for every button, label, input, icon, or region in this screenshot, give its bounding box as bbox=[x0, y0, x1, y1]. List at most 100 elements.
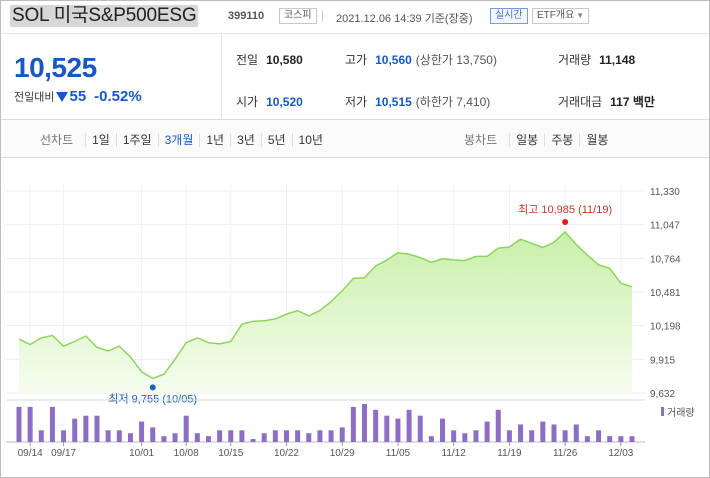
volume-bar bbox=[283, 430, 289, 442]
volume-bar bbox=[562, 430, 568, 442]
volume-bar bbox=[139, 421, 145, 442]
x-tick-label: 11/26 bbox=[553, 448, 578, 459]
volume-bar bbox=[306, 433, 312, 442]
stat-value: 117 백만 bbox=[610, 95, 655, 109]
x-tick-label: 10/29 bbox=[330, 448, 355, 459]
volume-bar bbox=[384, 415, 390, 442]
volume-bar bbox=[105, 430, 111, 442]
volume-bar bbox=[373, 409, 379, 442]
stat-label: 시가 bbox=[236, 95, 259, 109]
volume-bar bbox=[573, 424, 579, 442]
volume-bar bbox=[540, 421, 546, 442]
volume-bar bbox=[406, 409, 412, 442]
volume-bar bbox=[339, 427, 345, 442]
volume-bar bbox=[484, 421, 490, 442]
change-row: 전일대비 55 -0.52% bbox=[14, 88, 142, 105]
quote-summary: 10,525 전일대비 55 -0.52% 전일 10,580 고가 10,560 (상한… bbox=[0, 34, 710, 120]
candle-chart-tabs: 봉차트 일봉 주봉 월봉 bbox=[464, 131, 615, 148]
tab-10y[interactable]: 10년 bbox=[291, 133, 329, 147]
y-tick-label: 10,198 bbox=[650, 322, 681, 333]
realtime-badge[interactable]: 실시간 bbox=[490, 8, 528, 24]
price-chart[interactable]: 11,330 11,047 10,764 10,481 10,198 9,915 9,632… bbox=[0, 158, 710, 478]
volume-bar bbox=[272, 430, 278, 442]
volume-bar bbox=[172, 433, 178, 442]
min-annotation: 최저 9,755 (10/05) bbox=[108, 392, 197, 405]
max-annotation: 최고 10,985 (11/19) bbox=[518, 203, 612, 216]
etf-overview-label: ETF개요 bbox=[537, 10, 575, 21]
stat-low: 저가 10,515 (하한가 7,410) bbox=[345, 93, 490, 110]
dropdown-caret-icon: ▼ bbox=[576, 11, 585, 20]
volume-bar bbox=[462, 433, 468, 442]
change-amount: 55 bbox=[69, 88, 87, 105]
tab-3y[interactable]: 3년 bbox=[230, 133, 261, 147]
header: SOL 미국S&P500ESG 399110 코스피 2021.12.06 14… bbox=[0, 0, 710, 34]
stat-value: 10,560 bbox=[375, 53, 412, 67]
timestamp: 2021.12.06 14:39 기준(장중) bbox=[336, 13, 473, 25]
volume-bar bbox=[261, 433, 267, 442]
volume-bar bbox=[428, 436, 434, 442]
volume-bar bbox=[317, 430, 323, 442]
volume-bar bbox=[451, 430, 457, 442]
y-tick-label: 10,764 bbox=[650, 254, 681, 265]
y-tick-label: 9,632 bbox=[650, 389, 675, 400]
tab-1w[interactable]: 1주일 bbox=[115, 133, 158, 147]
x-tick-label: 10/08 bbox=[174, 448, 199, 459]
price-chart-svg: 11,330 11,047 10,764 10,481 10,198 9,915 9,632… bbox=[6, 183, 695, 459]
stat-value: 10,520 bbox=[266, 95, 303, 109]
volume-bar bbox=[127, 433, 133, 442]
stat-label: 거래량 bbox=[558, 53, 592, 67]
tab-weekly[interactable]: 주봉 bbox=[544, 133, 580, 147]
stat-high: 고가 10,560 (상한가 13,750) bbox=[345, 51, 497, 68]
volume-bar bbox=[328, 430, 334, 442]
tab-5y[interactable]: 5년 bbox=[260, 133, 292, 147]
stat-amount: 거래대금 117 백만 bbox=[558, 93, 655, 110]
volume-bar bbox=[83, 415, 89, 442]
tab-daily[interactable]: 일봉 bbox=[509, 133, 545, 147]
x-tick-label: 09/14 bbox=[18, 448, 43, 459]
volume-bar bbox=[27, 406, 33, 442]
down-arrow-icon bbox=[56, 91, 69, 102]
stat-label: 전일 bbox=[236, 53, 259, 67]
volume-bar bbox=[518, 424, 524, 442]
volume-bar bbox=[440, 418, 446, 442]
change-label: 전일대비 bbox=[14, 91, 55, 104]
volume-bar bbox=[61, 430, 67, 442]
y-tick-label: 9,915 bbox=[650, 355, 675, 366]
stat-open: 시가 10,520 bbox=[236, 93, 303, 110]
volume-bar bbox=[618, 436, 624, 442]
line-chart-tabs: 선차트 1일 1주일 3개월 1년 3년 5년 10년 bbox=[40, 131, 329, 148]
volume-bar bbox=[94, 415, 100, 442]
volume-bar bbox=[239, 430, 245, 442]
volume-legend-swatch bbox=[661, 407, 664, 416]
market-badge: 코스피 bbox=[279, 8, 317, 24]
price-line bbox=[18, 230, 633, 380]
volume-bar bbox=[529, 430, 535, 442]
tab-monthly[interactable]: 월봉 bbox=[579, 133, 615, 147]
stat-label: 저가 bbox=[345, 95, 368, 109]
x-tick-label: 10/15 bbox=[218, 448, 243, 459]
tab-1y[interactable]: 1년 bbox=[199, 133, 231, 147]
chart-period-tabs: 선차트 1일 1주일 3개월 1년 3년 5년 10년 봉차트 일봉 주봉 월봉 bbox=[0, 120, 710, 158]
volume-bar bbox=[495, 409, 501, 442]
volume-bar bbox=[295, 430, 301, 442]
x-tick-label: 09/17 bbox=[51, 448, 76, 459]
stat-prev-close: 전일 10,580 bbox=[236, 51, 303, 68]
price-area bbox=[19, 232, 632, 393]
y-tick-label: 11,330 bbox=[650, 187, 680, 198]
change-percent: -0.52% bbox=[94, 88, 142, 105]
x-tick-label: 11/12 bbox=[442, 448, 467, 459]
volume-bar bbox=[362, 404, 368, 442]
volume-bar bbox=[72, 418, 78, 442]
volume-bar bbox=[161, 436, 167, 442]
volume-bar bbox=[150, 427, 156, 442]
volume-bar bbox=[228, 430, 234, 442]
etf-overview-button[interactable]: ETF개요 ▼ bbox=[532, 8, 590, 24]
volume-bar bbox=[584, 436, 590, 442]
tab-3m[interactable]: 3개월 bbox=[157, 133, 200, 147]
min-marker bbox=[149, 384, 156, 391]
volume-bar bbox=[350, 406, 356, 442]
volume-bar bbox=[194, 433, 200, 442]
y-tick-label: 11,047 bbox=[650, 221, 680, 232]
tab-1d[interactable]: 1일 bbox=[85, 133, 116, 147]
max-marker bbox=[562, 219, 569, 226]
